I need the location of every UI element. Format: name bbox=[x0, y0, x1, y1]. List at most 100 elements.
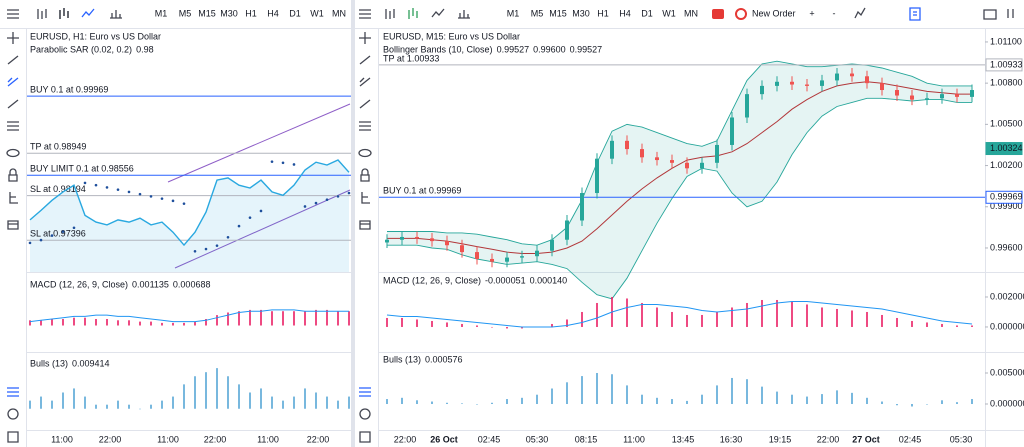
timeframe-button[interactable]: W1 bbox=[662, 8, 676, 18]
drawing-button[interactable] bbox=[854, 7, 866, 19]
menu-button[interactable] bbox=[359, 9, 371, 19]
timeframe-button[interactable]: MN bbox=[332, 8, 346, 18]
ray-tool[interactable] bbox=[359, 99, 371, 109]
macd-label: MACD (12, 26, 9, Close) bbox=[383, 275, 481, 285]
sar-dot bbox=[281, 161, 285, 165]
tree-tool[interactable] bbox=[361, 192, 370, 204]
channel-tool[interactable] bbox=[7, 77, 19, 87]
timeframe-button[interactable]: M15 bbox=[198, 8, 216, 18]
candle-body bbox=[715, 144, 719, 163]
bulls-bar bbox=[566, 382, 568, 405]
new-order-button[interactable]: New Order bbox=[752, 8, 796, 18]
fibo-tool[interactable] bbox=[7, 121, 19, 131]
sar-dot bbox=[61, 230, 65, 233]
list-tool[interactable] bbox=[7, 387, 19, 397]
pane-borders bbox=[26, 29, 1024, 447]
price-tag-label: 1.00324 bbox=[990, 143, 1023, 153]
one-click-button[interactable] bbox=[712, 9, 724, 19]
objects-tool[interactable] bbox=[7, 220, 19, 230]
chart-type-candles[interactable] bbox=[408, 8, 418, 19]
macd-signal-line bbox=[386, 301, 973, 328]
fibo-tool[interactable] bbox=[359, 121, 371, 131]
indicators-button[interactable] bbox=[458, 10, 470, 19]
history-tool[interactable] bbox=[7, 408, 19, 420]
history-tool[interactable] bbox=[359, 408, 371, 420]
chart-type-line[interactable] bbox=[431, 8, 445, 18]
timeframe-button[interactable]: D1 bbox=[289, 8, 301, 18]
settings-button[interactable] bbox=[1007, 9, 1014, 18]
menu-button[interactable] bbox=[7, 9, 19, 19]
timeframe-button[interactable]: M5 bbox=[179, 8, 192, 18]
screenshot-button[interactable] bbox=[983, 9, 997, 20]
band-fill bbox=[387, 61, 972, 299]
chart-type-bars[interactable] bbox=[385, 9, 395, 19]
trendline-tool[interactable] bbox=[359, 55, 371, 65]
bulls-bar bbox=[260, 388, 262, 409]
ray-tool[interactable] bbox=[7, 99, 19, 109]
timeframe-button[interactable]: M15 bbox=[549, 8, 567, 18]
macd-bar bbox=[551, 323, 553, 327]
macd-bar bbox=[293, 311, 295, 326]
indicator-label: Bollinger Bands (10, Close) bbox=[383, 44, 493, 54]
timeframe-button[interactable]: H4 bbox=[267, 8, 279, 18]
bulls-bar bbox=[139, 408, 141, 410]
bulls-bar bbox=[881, 401, 883, 405]
macd-bar bbox=[183, 322, 185, 326]
zoom-in-button[interactable]: + bbox=[809, 8, 814, 18]
macd-bar bbox=[271, 311, 273, 326]
indicator-value: 0.99527 bbox=[497, 44, 530, 54]
lock-tool[interactable] bbox=[8, 168, 18, 182]
objects-button[interactable] bbox=[909, 7, 921, 21]
bulls-bar bbox=[282, 400, 284, 409]
timeframe-button[interactable]: M5 bbox=[531, 8, 544, 18]
candle-body bbox=[550, 239, 554, 251]
bulls-bar bbox=[731, 377, 733, 405]
timeframe-button[interactable]: H4 bbox=[619, 8, 631, 18]
timeframe-button[interactable]: M30 bbox=[220, 8, 238, 18]
chart-type-line[interactable] bbox=[81, 8, 95, 18]
lock-tool[interactable] bbox=[360, 168, 370, 182]
bulls-label: Bulls (13) bbox=[383, 354, 421, 364]
macd-bar bbox=[476, 325, 478, 327]
timeframe-button[interactable]: W1 bbox=[310, 8, 324, 18]
crosshair-tool[interactable] bbox=[359, 32, 371, 44]
order-label: BUY 0.1 at 0.99969 bbox=[30, 85, 108, 95]
list-tool[interactable] bbox=[359, 387, 371, 397]
chart-type-candles[interactable] bbox=[59, 8, 69, 19]
sar-dot bbox=[325, 198, 329, 202]
sar-dot bbox=[336, 195, 340, 198]
tree-tool[interactable] bbox=[9, 192, 18, 204]
candle-body bbox=[400, 236, 404, 240]
macd-bar bbox=[106, 319, 108, 326]
timeframe-button[interactable]: H1 bbox=[245, 8, 257, 18]
time-label: 11:00 bbox=[257, 434, 279, 444]
crosshair-tool[interactable] bbox=[7, 32, 19, 44]
visibility-tool[interactable] bbox=[358, 148, 372, 158]
time-label: 13:45 bbox=[672, 434, 695, 444]
timeframe-button[interactable]: M30 bbox=[572, 8, 590, 18]
candle-body bbox=[595, 158, 599, 194]
time-label: 19:15 bbox=[769, 434, 792, 444]
bulls-bar bbox=[431, 401, 433, 405]
macd-bar bbox=[731, 307, 733, 327]
sar-dot bbox=[138, 192, 142, 196]
timeframe-button[interactable]: M1 bbox=[507, 8, 520, 18]
trendline-tool[interactable] bbox=[7, 55, 19, 65]
objects-tool[interactable] bbox=[359, 220, 371, 230]
order-label: BUY LIMIT 0.1 at 0.98556 bbox=[30, 164, 134, 174]
calendar-tool[interactable] bbox=[7, 431, 19, 443]
timeframe-button[interactable]: MN bbox=[684, 8, 698, 18]
channel-tool[interactable] bbox=[359, 77, 371, 87]
visibility-tool[interactable] bbox=[6, 148, 20, 158]
timeframe-button[interactable]: H1 bbox=[597, 8, 609, 18]
bulls-bar bbox=[821, 394, 823, 405]
bulls-bar bbox=[161, 400, 163, 409]
chart-type-bars[interactable] bbox=[37, 9, 47, 19]
sar-dot bbox=[50, 234, 54, 237]
timeframe-button[interactable]: D1 bbox=[641, 8, 653, 18]
timeframe-button[interactable]: M1 bbox=[155, 8, 168, 18]
calendar-tool[interactable] bbox=[359, 431, 371, 443]
zoom-out-button[interactable]: - bbox=[833, 8, 836, 18]
indicators-button[interactable] bbox=[110, 10, 122, 19]
time-label: 22:00 bbox=[394, 434, 417, 444]
